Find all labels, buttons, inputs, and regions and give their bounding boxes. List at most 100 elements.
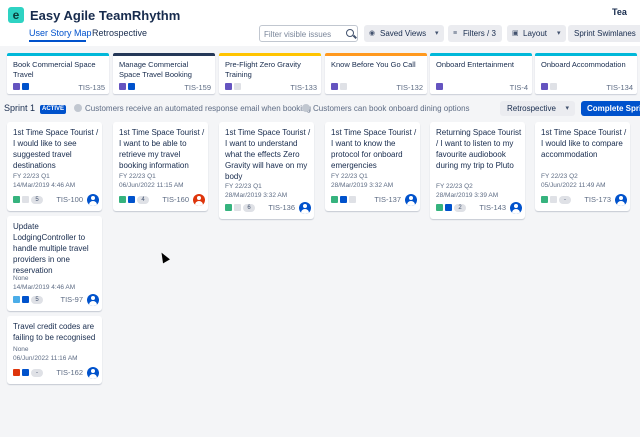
assignee-avatar-icon[interactable]: [87, 367, 99, 379]
story-footer: 2 TIS-143: [436, 202, 522, 214]
story-footer: 5 TIS-97: [13, 294, 99, 306]
story-title: Update LodgingController to handle multi…: [13, 222, 89, 275]
story-key[interactable]: TIS-136: [268, 203, 295, 212]
story-points-badge: -: [559, 196, 571, 204]
tab-user-story-map[interactable]: User Story Map: [29, 28, 92, 38]
assignee-avatar-icon[interactable]: [615, 194, 627, 206]
story-key[interactable]: TIS-143: [479, 203, 506, 212]
sprint-name[interactable]: Sprint 1: [4, 103, 36, 113]
epic-key[interactable]: TIS-132: [396, 83, 423, 92]
sprint-goal-1: Customers receive an automated response …: [74, 104, 311, 113]
epic-type-icon: [119, 83, 126, 90]
layout-button[interactable]: ▣ Layout ▾: [507, 25, 566, 42]
epic-card[interactable]: Pre-Flight Zero Gravity Training TIS-133: [219, 53, 321, 94]
story-fix-version: FY 22/23 Q2: [541, 173, 578, 180]
filters-button[interactable]: ≡ Filters / 3: [448, 25, 502, 42]
story-title: Travel credit codes are failing to be re…: [13, 322, 96, 342]
epic-type-icon: [541, 83, 548, 90]
search-icon[interactable]: [346, 29, 354, 37]
story-key[interactable]: TIS-160: [162, 195, 189, 204]
epic-type-icon: [225, 83, 232, 90]
app-title: Easy Agile TeamRhythm: [30, 8, 181, 23]
story-date: 14/Mar/2019 4:46 AM: [13, 284, 76, 291]
story-type-icon: [225, 204, 232, 211]
story-type-icon: [541, 196, 548, 203]
filter-box: [259, 25, 358, 42]
epic-card[interactable]: Manage Commercial Space Travel Booking T…: [113, 53, 215, 94]
story-points-badge: 5: [31, 296, 43, 304]
team-label[interactable]: Tea: [612, 7, 627, 17]
story-fix-version: FY 22/23 Q2: [436, 183, 473, 190]
sprint-swimlanes-button[interactable]: Sprint Swimlanes: [568, 25, 640, 42]
assignee-avatar-icon[interactable]: [299, 202, 311, 214]
complete-sprint-button[interactable]: Complete Sprint: [581, 101, 640, 116]
priority-icon: [128, 83, 135, 90]
priority-icon: [128, 196, 135, 203]
assignee-avatar-icon[interactable]: [193, 194, 205, 206]
story-card[interactable]: Returning Space Tourist / I want to list…: [430, 122, 525, 219]
filter-input[interactable]: [264, 28, 342, 40]
mouse-cursor-icon: [158, 250, 170, 264]
story-footer: - TIS-162: [13, 367, 99, 379]
epic-card[interactable]: Onboard Entertainment TIS-4: [430, 53, 532, 94]
assignee-avatar-icon[interactable]: [87, 294, 99, 306]
story-title: 1st Time Space Tourist / I would like to…: [13, 128, 99, 170]
story-key[interactable]: TIS-97: [60, 295, 83, 304]
story-date: 05/Jun/2022 11:49 AM: [541, 182, 606, 189]
saved-views-button[interactable]: ◉ Saved Views ▾: [364, 25, 444, 42]
active-tab-indicator: [29, 40, 86, 42]
story-date: 28/Mar/2019 3:32 AM: [331, 182, 394, 189]
story-card[interactable]: 1st Time Space Tourist / I would like to…: [535, 122, 630, 211]
app-logo-icon: e: [8, 7, 24, 23]
story-card[interactable]: 1st Time Space Tourist / I want to be ab…: [113, 122, 208, 211]
story-key[interactable]: TIS-100: [56, 195, 83, 204]
story-card[interactable]: 1st Time Space Tourist / I would like to…: [7, 122, 102, 211]
story-card[interactable]: 1st Time Space Tourist / I want to under…: [219, 122, 314, 219]
goal-icon: [74, 104, 82, 112]
assignee-avatar-icon[interactable]: [405, 194, 417, 206]
priority-icon: [22, 83, 29, 90]
filters-label: Filters / 3: [463, 29, 496, 38]
tab-retrospective[interactable]: Retrospective: [92, 28, 148, 38]
epic-key[interactable]: TIS-135: [78, 83, 105, 92]
priority-icon: [22, 296, 29, 303]
priority-icon: [234, 204, 241, 211]
epic-color-bar: [219, 53, 321, 56]
story-fix-version: FY 22/23 Q1: [119, 173, 156, 180]
epic-card[interactable]: Book Commercial Space Travel TIS-135: [7, 53, 109, 94]
story-fix-version: FY 22/23 Q1: [225, 183, 262, 190]
story-card[interactable]: 1st Time Space Tourist / I want to know …: [325, 122, 420, 211]
story-card[interactable]: Update LodgingController to handle multi…: [7, 216, 102, 311]
assignee-avatar-icon[interactable]: [510, 202, 522, 214]
chevron-down-icon: ▾: [565, 105, 569, 112]
story-key[interactable]: TIS-173: [584, 195, 611, 204]
story-title: 1st Time Space Tourist / I want to know …: [331, 128, 417, 170]
epic-key[interactable]: TIS-133: [290, 83, 317, 92]
epic-key[interactable]: TIS-159: [184, 83, 211, 92]
retrospective-button[interactable]: Retrospective ▾: [500, 101, 575, 116]
story-key[interactable]: TIS-162: [56, 368, 83, 377]
story-type-icon: [331, 196, 338, 203]
assignee-avatar-icon[interactable]: [87, 194, 99, 206]
story-card[interactable]: Travel credit codes are failing to be re…: [7, 316, 102, 384]
epic-key[interactable]: TIS-4: [509, 83, 528, 92]
layout-label: Layout: [523, 29, 548, 38]
story-type-icon: [13, 196, 20, 203]
goal-icon: [302, 104, 310, 112]
story-title: 1st Time Space Tourist / I want to under…: [225, 128, 311, 181]
epic-title: Onboard Accommodation: [541, 60, 626, 69]
saved-views-label: Saved Views: [380, 29, 427, 38]
task-type-icon: [13, 296, 20, 303]
story-points-badge: -: [31, 369, 43, 377]
epic-card[interactable]: Onboard Accommodation TIS-134: [535, 53, 637, 94]
priority-icon: [340, 83, 347, 90]
story-key[interactable]: TIS-137: [374, 195, 401, 204]
story-title: 1st Time Space Tourist / I would like to…: [541, 128, 627, 159]
epic-card[interactable]: Know Before You Go Call TIS-132: [325, 53, 427, 94]
epic-color-bar: [113, 53, 215, 56]
epic-color-bar: [535, 53, 637, 56]
epic-color-bar: [430, 53, 532, 56]
epic-key[interactable]: TIS-134: [606, 83, 633, 92]
story-fix-version: None: [13, 346, 29, 353]
priority-icon: [234, 83, 241, 90]
